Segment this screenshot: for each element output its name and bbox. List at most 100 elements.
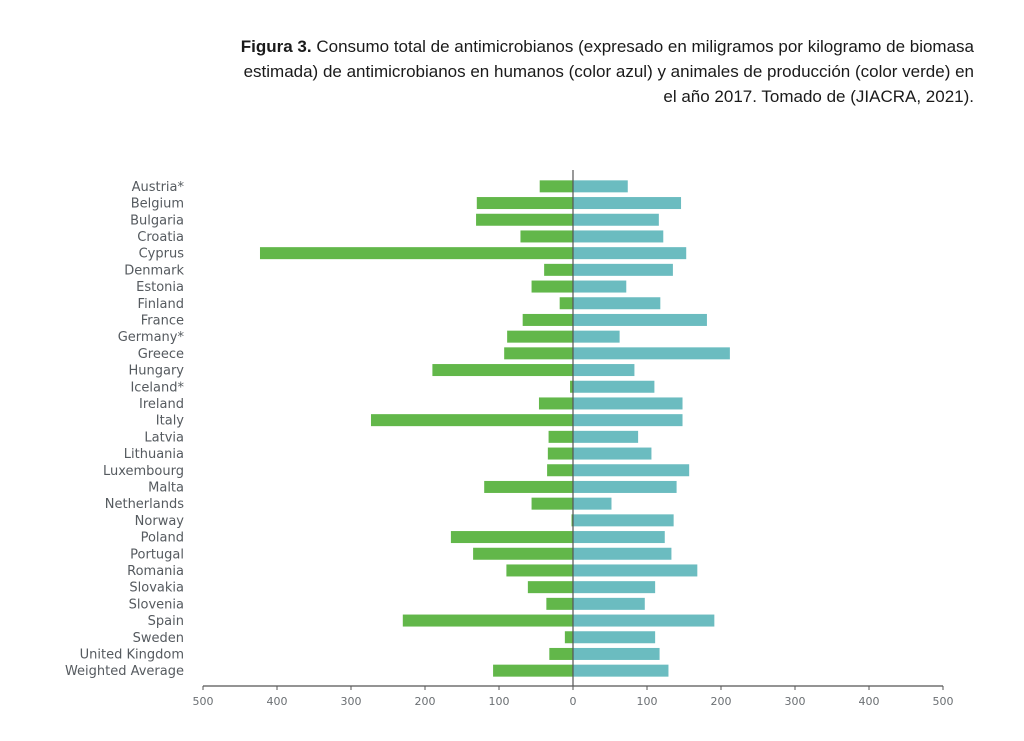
bar-humans <box>573 480 677 493</box>
category-label: Austria* <box>132 180 185 195</box>
bar-humans <box>573 664 669 677</box>
bar-animals <box>402 614 573 627</box>
category-label: Greece <box>138 347 184 362</box>
bar-humans <box>573 531 665 544</box>
bar-humans <box>573 430 639 443</box>
tick-label: 300 <box>341 695 362 708</box>
category-label: Malta <box>148 480 184 495</box>
category-label: Italy <box>156 414 185 429</box>
bar-animals <box>507 330 573 343</box>
category-label: Poland <box>141 531 184 546</box>
tick-label: 100 <box>489 695 510 708</box>
bar-animals <box>531 497 573 510</box>
category-label: Lithuania <box>124 447 184 462</box>
category-label: United Kingdom <box>80 647 184 662</box>
category-label: Slovenia <box>129 597 184 612</box>
bar-animals <box>538 397 573 410</box>
bar-animals <box>564 631 573 644</box>
bar-humans <box>573 514 674 527</box>
bar-animals <box>432 364 573 377</box>
caption-label: Figura 3. <box>240 37 312 56</box>
bar-animals <box>450 531 573 544</box>
bars-group <box>259 180 730 677</box>
bar-humans <box>573 230 664 243</box>
bar-animals <box>570 380 573 393</box>
category-label: Luxembourg <box>103 464 184 479</box>
tick-label: 200 <box>415 695 436 708</box>
bar-humans <box>573 397 683 410</box>
bar-humans <box>573 647 660 660</box>
tick-label: 0 <box>570 695 577 708</box>
tick-label: 300 <box>785 695 806 708</box>
bar-animals <box>476 197 573 210</box>
bar-humans <box>573 497 612 510</box>
tick-label: 500 <box>193 695 214 708</box>
bar-animals <box>473 547 573 560</box>
category-label: Portugal <box>130 547 184 562</box>
category-label: Finland <box>138 297 184 312</box>
category-label: Belgium <box>131 197 184 212</box>
bar-humans <box>573 597 645 610</box>
bar-animals <box>476 213 573 226</box>
category-label: Bulgaria <box>130 213 184 228</box>
bar-humans <box>573 581 656 594</box>
tick-label: 200 <box>711 695 732 708</box>
bar-animals <box>527 581 573 594</box>
tick-label: 500 <box>933 695 954 708</box>
category-label: Denmark <box>124 263 184 278</box>
category-label: Weighted Average <box>65 664 184 679</box>
bar-animals <box>547 464 573 477</box>
category-label: Hungary <box>128 364 184 379</box>
bar-humans <box>573 414 683 427</box>
category-label: Netherlands <box>105 497 184 512</box>
bar-animals <box>531 280 573 293</box>
category-label: Estonia <box>136 280 184 295</box>
category-label: Iceland* <box>130 380 184 395</box>
bar-animals <box>370 414 573 427</box>
bar-animals <box>504 347 573 360</box>
bar-animals <box>546 597 573 610</box>
bar-humans <box>573 380 655 393</box>
bar-animals <box>484 480 573 493</box>
category-label: Spain <box>148 614 184 629</box>
bar-humans <box>573 547 672 560</box>
category-label: Sweden <box>133 631 184 646</box>
tick-label: 400 <box>859 695 880 708</box>
bar-humans <box>573 263 673 276</box>
bar-animals <box>493 664 573 677</box>
bar-humans <box>573 464 690 477</box>
bar-humans <box>573 447 652 460</box>
bar-humans <box>573 564 698 577</box>
category-label: Slovakia <box>129 581 184 596</box>
caption-text: Consumo total de antimicrobianos (expres… <box>243 37 974 106</box>
bar-animals <box>547 447 573 460</box>
bar-animals <box>522 313 573 326</box>
bar-animals <box>549 647 573 660</box>
category-label: Croatia <box>137 230 184 245</box>
bar-humans <box>573 614 715 627</box>
bar-humans <box>573 631 656 644</box>
figure-caption: Figura 3. Consumo total de antimicrobian… <box>234 34 974 109</box>
bar-humans <box>573 197 682 210</box>
category-label: Cyprus <box>139 247 185 262</box>
category-label: Germany* <box>118 330 185 345</box>
bar-animals <box>259 247 573 260</box>
category-label: Latvia <box>144 430 184 445</box>
bar-animals <box>559 297 573 310</box>
bar-humans <box>573 213 659 226</box>
tick-label: 100 <box>637 695 658 708</box>
category-label: France <box>141 313 184 328</box>
bar-humans <box>573 313 707 326</box>
bar-humans <box>573 297 661 310</box>
bar-humans <box>573 364 635 377</box>
bar-animals <box>544 263 573 276</box>
x-axis: 500 400 300 200 100 0 100 200 300 400 500 <box>193 170 954 708</box>
category-label: Romania <box>127 564 184 579</box>
bar-humans <box>573 280 627 293</box>
bar-humans <box>573 330 620 343</box>
bar-animals <box>571 514 573 527</box>
tick-label: 400 <box>267 695 288 708</box>
category-label: Norway <box>135 514 185 529</box>
bar-animals <box>506 564 573 577</box>
